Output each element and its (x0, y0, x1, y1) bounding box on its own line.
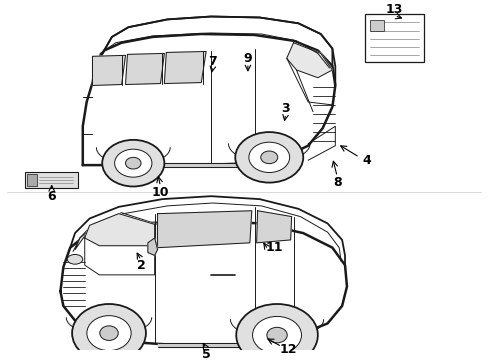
Polygon shape (256, 211, 291, 243)
Polygon shape (109, 163, 259, 167)
FancyBboxPatch shape (25, 172, 78, 188)
FancyBboxPatch shape (27, 174, 37, 186)
Text: 11: 11 (265, 241, 282, 254)
Ellipse shape (67, 255, 82, 264)
Ellipse shape (114, 149, 152, 177)
Ellipse shape (87, 316, 131, 351)
FancyBboxPatch shape (365, 14, 423, 62)
Text: 9: 9 (243, 52, 252, 65)
Ellipse shape (125, 157, 141, 169)
Text: 8: 8 (332, 176, 341, 189)
Ellipse shape (252, 316, 301, 354)
Ellipse shape (248, 142, 289, 172)
Text: 7: 7 (208, 55, 217, 68)
Polygon shape (82, 34, 335, 165)
Ellipse shape (236, 304, 317, 360)
Text: 10: 10 (151, 186, 169, 199)
Text: 13: 13 (385, 3, 403, 16)
Text: 4: 4 (361, 154, 370, 167)
Text: 2: 2 (137, 258, 145, 272)
Ellipse shape (235, 132, 303, 183)
Polygon shape (147, 238, 157, 256)
FancyBboxPatch shape (369, 20, 384, 31)
Ellipse shape (266, 327, 286, 343)
Polygon shape (157, 211, 251, 248)
Polygon shape (92, 55, 125, 85)
Text: 3: 3 (281, 102, 289, 115)
Polygon shape (286, 43, 332, 78)
Polygon shape (157, 343, 259, 347)
Polygon shape (164, 51, 206, 84)
Text: 6: 6 (47, 190, 56, 203)
Ellipse shape (102, 140, 164, 186)
Ellipse shape (100, 326, 118, 341)
Text: 12: 12 (279, 343, 297, 356)
Polygon shape (61, 220, 346, 347)
Polygon shape (75, 213, 157, 249)
Ellipse shape (72, 304, 145, 360)
Ellipse shape (260, 151, 277, 164)
Polygon shape (84, 214, 154, 246)
Text: 5: 5 (202, 348, 210, 360)
Polygon shape (125, 53, 164, 85)
